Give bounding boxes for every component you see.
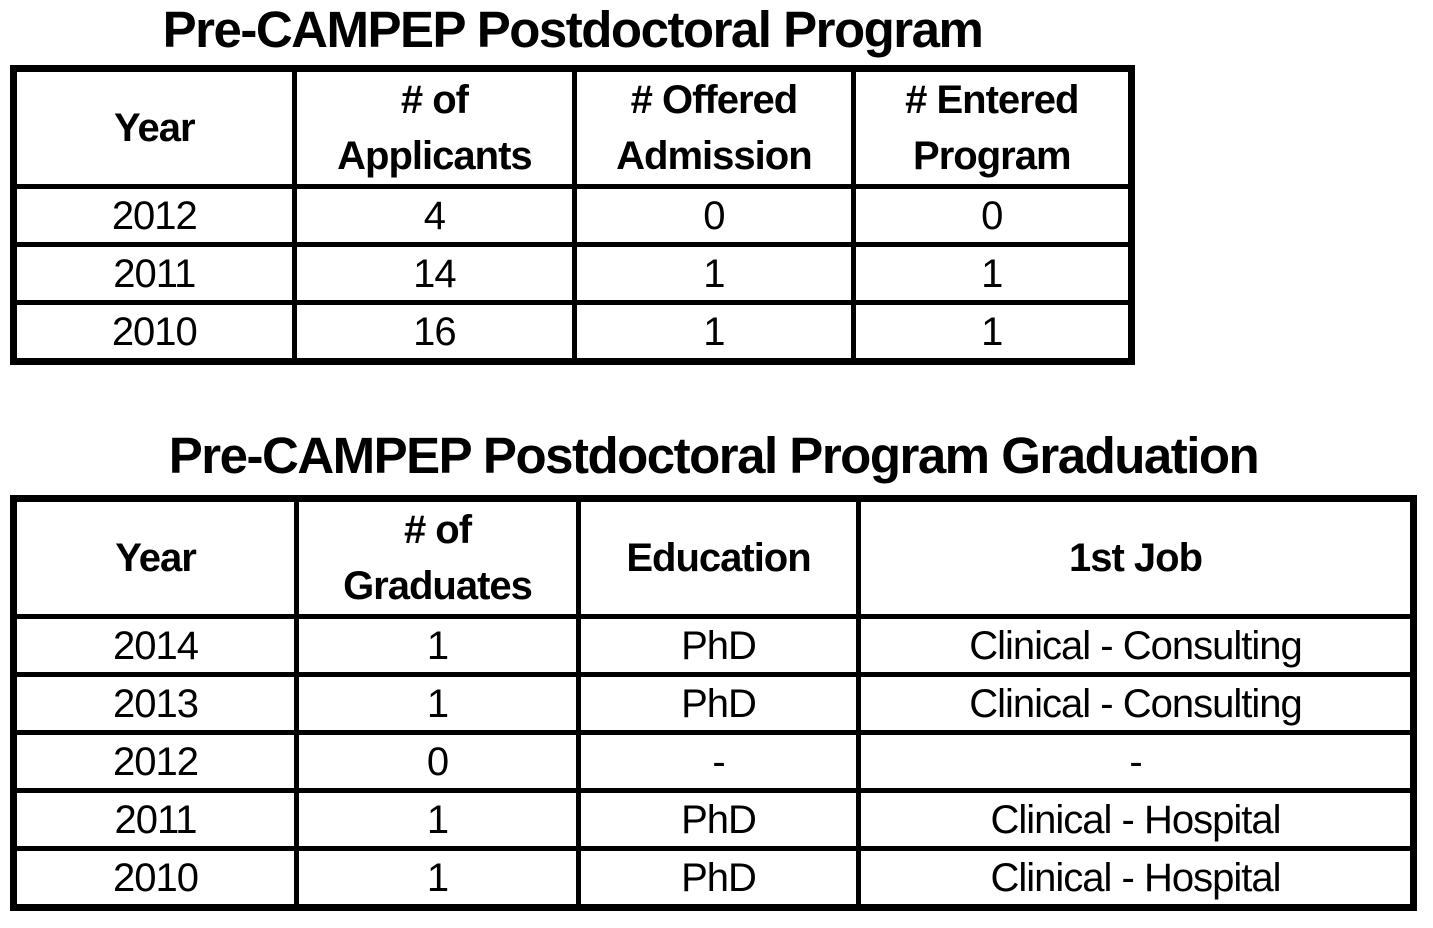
column-header-offered: # Offered Admission <box>572 66 856 189</box>
table-cell: Clinical - Hospital <box>856 846 1416 910</box>
table-cell: Clinical - Consulting <box>856 614 1416 677</box>
column-header-year: Year <box>11 496 299 619</box>
table-cell: 16 <box>291 300 578 364</box>
column-header-entered: # Entered Program <box>850 66 1135 189</box>
table-cell: 1 <box>294 788 581 851</box>
column-header-graduates: # of Graduates <box>294 496 581 619</box>
column-header-year: Year <box>11 66 297 189</box>
table-row: 2012 4 0 0 <box>11 184 1135 247</box>
graduation-table-header-row: Year # of Graduates Education 1st Job <box>11 496 1416 619</box>
table-cell: PhD <box>576 788 861 851</box>
table-cell: 2013 <box>11 672 299 735</box>
table-row: 2013 1 PhD Clinical - Consulting <box>11 672 1416 735</box>
table-cell: 2010 <box>11 300 297 364</box>
graduation-table-title: Pre-CAMPEP Postdoctoral Program Graduati… <box>168 427 1260 484</box>
table-cell: PhD <box>576 672 861 735</box>
table-cell: 1 <box>294 672 581 735</box>
table-cell: - <box>856 730 1416 793</box>
table-row: 2010 16 1 1 <box>11 300 1135 364</box>
table-cell: 0 <box>850 184 1135 247</box>
table-row: 2011 14 1 1 <box>11 242 1135 305</box>
table-cell: 0 <box>572 184 856 247</box>
program-table-title: Pre-CAMPEP Postdoctoral Program <box>162 1 984 58</box>
program-table-header-row: Year # of Applicants # Offered Admission… <box>11 66 1135 189</box>
table-row: 2014 1 PhD Clinical - Consulting <box>11 614 1416 677</box>
table-cell: PhD <box>576 846 861 910</box>
table-cell: 2014 <box>11 614 299 677</box>
table-cell: 1 <box>850 300 1135 364</box>
table-cell: 1 <box>294 846 581 910</box>
table-cell: Clinical - Hospital <box>856 788 1416 851</box>
table-cell: PhD <box>576 614 861 677</box>
table-cell: 0 <box>294 730 581 793</box>
table-cell: 2012 <box>11 184 297 247</box>
table-cell: 2011 <box>11 788 299 851</box>
table-row: 2012 0 - - <box>11 730 1416 793</box>
table-cell: Clinical - Consulting <box>856 672 1416 735</box>
table-cell: 1 <box>294 614 581 677</box>
table-cell: 1 <box>850 242 1135 305</box>
column-header-education: Education <box>576 496 861 619</box>
table-row: 2011 1 PhD Clinical - Hospital <box>11 788 1416 851</box>
table-cell: 2010 <box>11 846 299 910</box>
table-cell: 14 <box>291 242 578 305</box>
table-cell: 2011 <box>11 242 297 305</box>
table-cell: - <box>576 730 861 793</box>
program-table: Year # of Applicants # Offered Admission… <box>10 65 1135 365</box>
table-cell: 1 <box>572 242 856 305</box>
table-row: 2010 1 PhD Clinical - Hospital <box>11 846 1416 910</box>
column-header-applicants: # of Applicants <box>291 66 578 189</box>
table-cell: 1 <box>572 300 856 364</box>
table-cell: 2012 <box>11 730 299 793</box>
column-header-first-job: 1st Job <box>856 496 1416 619</box>
graduation-table: Year # of Graduates Education 1st Job 20… <box>10 495 1417 911</box>
table-cell: 4 <box>291 184 578 247</box>
